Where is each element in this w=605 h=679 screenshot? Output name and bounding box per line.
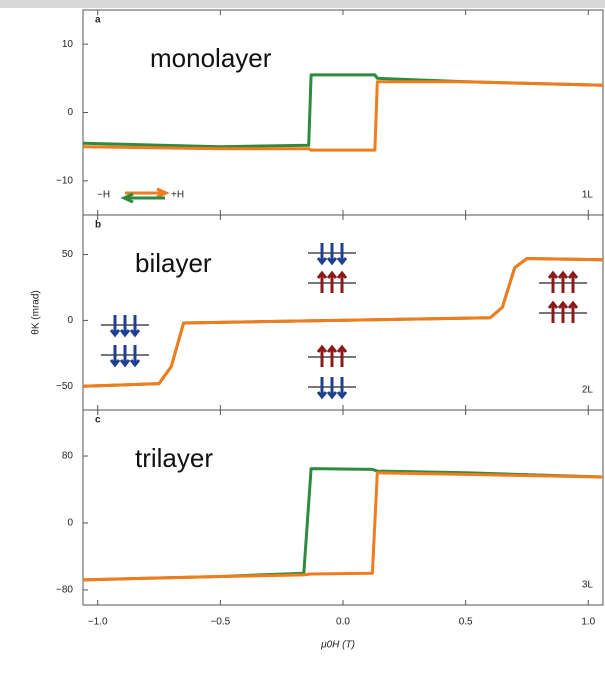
legend-label: −H xyxy=(97,190,110,201)
series-line xyxy=(82,471,604,582)
spin-arrow xyxy=(119,315,131,338)
spin-arrow xyxy=(316,270,328,293)
top-band xyxy=(0,0,605,8)
series-line xyxy=(82,467,604,582)
x-tick-label: 0.0 xyxy=(336,617,350,628)
y-tick-label: −80 xyxy=(56,585,73,596)
spin-arrow xyxy=(557,300,569,323)
y-tick-label: −10 xyxy=(56,175,73,186)
spin-arrow xyxy=(567,300,579,323)
spin-arrow xyxy=(316,243,328,266)
spin-arrow xyxy=(316,377,328,400)
panel-frame xyxy=(82,409,604,606)
spin-arrow xyxy=(326,344,338,367)
spin-arrow xyxy=(567,270,579,293)
spin-arrow xyxy=(119,345,131,368)
layer-label: 3L xyxy=(582,580,594,591)
x-axis-label: μ0H (T) xyxy=(320,640,355,651)
spin-arrow xyxy=(547,300,559,323)
spin-arrow xyxy=(547,270,559,293)
spin-arrow xyxy=(336,243,348,266)
spin-arrow xyxy=(109,345,121,368)
y-tick-label: 0 xyxy=(67,518,73,529)
legend-label: +H xyxy=(171,190,184,201)
y-tick-label: 0 xyxy=(67,107,73,118)
panel-frame xyxy=(82,9,604,216)
y-tick-label: 0 xyxy=(67,315,73,326)
y-tick-label: −50 xyxy=(56,381,73,392)
series-line xyxy=(82,73,604,149)
spin-arrow xyxy=(109,315,121,338)
spin-arrow xyxy=(336,344,348,367)
y-tick-label: 80 xyxy=(62,451,74,462)
panel-annotation: monolayer xyxy=(150,43,272,73)
series-line xyxy=(82,257,604,388)
spin-arrow xyxy=(129,345,141,368)
x-tick-label: 0.5 xyxy=(459,617,473,628)
y-tick-label: 50 xyxy=(62,249,74,260)
spin-arrow xyxy=(129,315,141,338)
spin-arrow xyxy=(326,377,338,400)
x-tick-label: −1.0 xyxy=(88,617,108,628)
x-tick-label: −0.5 xyxy=(210,617,230,628)
x-tick-label: 1.0 xyxy=(581,617,595,628)
spin-arrow xyxy=(326,270,338,293)
panel-label: c xyxy=(95,415,101,426)
spin-arrow xyxy=(557,270,569,293)
spin-arrow xyxy=(336,377,348,400)
series-line xyxy=(82,80,604,152)
spin-diagrams xyxy=(101,243,587,400)
spin-arrow xyxy=(316,344,328,367)
panel-annotation: trilayer xyxy=(135,443,213,473)
legend-arrow xyxy=(120,192,165,204)
layer-label: 2L xyxy=(582,385,594,396)
y-axis-label: θK (mrad) xyxy=(31,290,42,334)
panel-label: a xyxy=(95,15,101,26)
y-tick-label: 10 xyxy=(62,39,74,50)
layer-label: 1L xyxy=(582,190,594,201)
spin-arrow xyxy=(326,243,338,266)
spin-arrow xyxy=(336,270,348,293)
panel-label: b xyxy=(95,220,101,231)
panel-annotation: bilayer xyxy=(135,248,212,278)
